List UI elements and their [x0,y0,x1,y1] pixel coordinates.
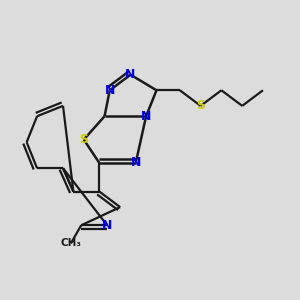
Text: N: N [125,68,136,81]
Text: CH₃: CH₃ [60,238,81,248]
Text: N: N [102,219,112,232]
Text: N: N [141,110,151,123]
Text: S: S [79,133,88,146]
Text: S: S [196,99,205,112]
Text: N: N [130,157,141,169]
Text: N: N [105,84,115,97]
